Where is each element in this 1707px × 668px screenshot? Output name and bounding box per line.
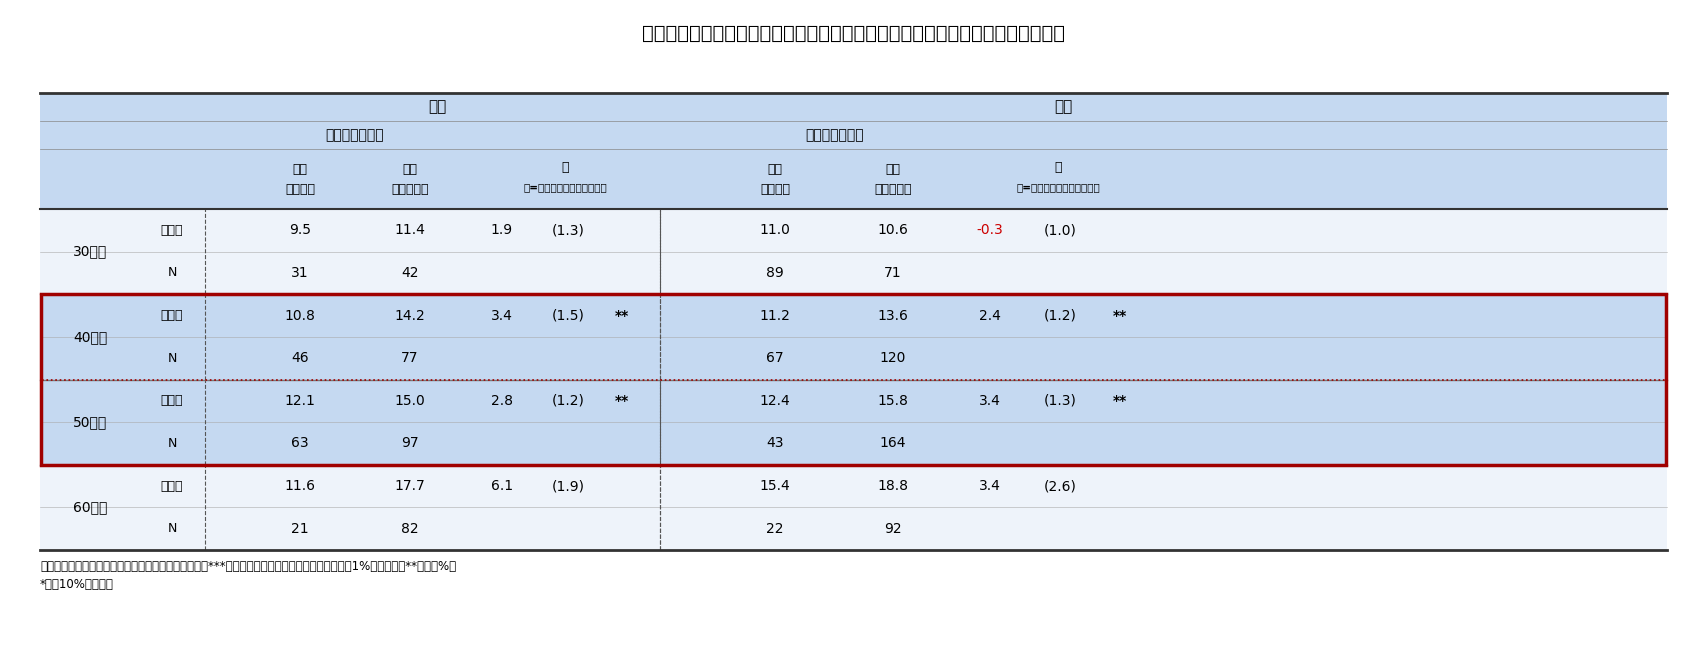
Text: 平均値: 平均値: [160, 224, 183, 237]
Bar: [41, 294, 1666, 465]
Text: (2.6): (2.6): [1043, 479, 1077, 493]
Text: 63: 63: [292, 436, 309, 450]
Text: 12.4: 12.4: [760, 394, 790, 407]
Text: 30歳代: 30歳代: [73, 244, 108, 259]
Text: 平均値: 平均値: [160, 394, 183, 407]
Text: 97: 97: [401, 436, 418, 450]
Text: 3.4: 3.4: [980, 394, 1000, 407]
Text: 差: 差: [1055, 160, 1062, 174]
Text: ねんきん定期便: ねんきん定期便: [326, 128, 384, 142]
Text: N: N: [167, 351, 178, 365]
Text: 注：公的年金の予想受給月額の単位は月当たり万円、***はウエルチ法による平均値の差の検定で1%有意水準、**は同５%、: 注：公的年金の予想受給月額の単位は月当たり万円、***はウエルチ法による平均値の…: [39, 560, 456, 573]
Text: 1.9: 1.9: [492, 223, 514, 237]
Text: 6.1: 6.1: [492, 479, 514, 493]
Text: 知っている: 知っている: [391, 182, 428, 196]
Text: 43: 43: [766, 436, 784, 450]
Text: 67: 67: [766, 351, 784, 365]
Bar: [39, 121, 1668, 149]
Text: **: **: [615, 309, 630, 323]
Bar: [39, 294, 1668, 379]
Text: (1.5): (1.5): [551, 309, 584, 323]
Text: 71: 71: [884, 266, 901, 280]
Text: 40歳代: 40歳代: [73, 330, 108, 344]
Text: 知っている: 知っている: [874, 182, 912, 196]
Text: 15.8: 15.8: [877, 394, 908, 407]
Text: 82: 82: [401, 522, 418, 536]
Bar: [39, 209, 1668, 294]
Text: 14.2: 14.2: [394, 309, 425, 323]
Text: 良く: 良く: [292, 162, 307, 176]
Text: 12.1: 12.1: [285, 394, 316, 407]
Text: 知らない: 知らない: [760, 182, 790, 196]
Text: 17.7: 17.7: [394, 479, 425, 493]
Text: 164: 164: [879, 436, 906, 450]
Text: 女性: 女性: [1053, 100, 1072, 114]
Text: 11.6: 11.6: [285, 479, 316, 493]
Text: -0.3: -0.3: [976, 223, 1004, 237]
Text: 良く: 良く: [768, 162, 782, 176]
Text: 120: 120: [879, 351, 906, 365]
Text: 92: 92: [884, 522, 901, 536]
Text: 10.6: 10.6: [877, 223, 908, 237]
Text: ねんきん定期便: ねんきん定期便: [806, 128, 864, 142]
Text: 15.4: 15.4: [760, 479, 790, 493]
Bar: [39, 465, 1668, 550]
Text: 10.8: 10.8: [285, 309, 316, 323]
Bar: [39, 93, 1668, 121]
Text: 平均値: 平均値: [160, 480, 183, 492]
Text: 3.4: 3.4: [492, 309, 512, 323]
Text: 13.6: 13.6: [877, 309, 908, 323]
Text: 9.5: 9.5: [288, 223, 311, 237]
Text: 男性: 男性: [428, 100, 446, 114]
Text: 42: 42: [401, 266, 418, 280]
Text: 図表２：ねんきん定期便に関する知識と予想年金受給額の違い（単位：月万円）: 図表２：ねんきん定期便に関する知識と予想年金受給額の違い（単位：月万円）: [642, 23, 1065, 43]
Text: (1.3): (1.3): [551, 223, 584, 237]
Text: (1.3): (1.3): [1043, 394, 1077, 407]
Text: **: **: [615, 394, 630, 407]
Text: 21: 21: [292, 522, 309, 536]
Text: （=知っている－知らない）: （=知っている－知らない）: [522, 182, 608, 192]
Text: 良く: 良く: [886, 162, 901, 176]
Text: 11.2: 11.2: [760, 309, 790, 323]
Text: 知らない: 知らない: [285, 182, 316, 196]
Text: 良く: 良く: [403, 162, 418, 176]
Bar: [39, 149, 1668, 209]
Text: N: N: [167, 267, 178, 279]
Text: 2.4: 2.4: [980, 309, 1000, 323]
Text: 22: 22: [766, 522, 784, 536]
Bar: [39, 379, 1668, 465]
Text: 差: 差: [562, 160, 568, 174]
Text: 46: 46: [292, 351, 309, 365]
Text: (1.2): (1.2): [551, 394, 584, 407]
Text: N: N: [167, 437, 178, 450]
Text: 31: 31: [292, 266, 309, 280]
Bar: [39, 93, 1668, 550]
Text: 77: 77: [401, 351, 418, 365]
Text: 3.4: 3.4: [980, 479, 1000, 493]
Text: 18.8: 18.8: [877, 479, 908, 493]
Text: **: **: [1113, 309, 1127, 323]
Text: （=知っている－知らない）: （=知っている－知らない）: [1016, 182, 1099, 192]
Text: 11.4: 11.4: [394, 223, 425, 237]
Text: 11.0: 11.0: [760, 223, 790, 237]
Text: N: N: [167, 522, 178, 535]
Text: *は同10%を表す。: *は同10%を表す。: [39, 578, 114, 591]
Text: 2.8: 2.8: [492, 394, 514, 407]
Text: 平均値: 平均値: [160, 309, 183, 322]
Text: 60歳代: 60歳代: [73, 500, 108, 514]
Text: 50歳代: 50歳代: [73, 415, 108, 429]
Text: 89: 89: [766, 266, 784, 280]
Text: (1.9): (1.9): [551, 479, 584, 493]
Text: (1.2): (1.2): [1043, 309, 1077, 323]
Text: **: **: [1113, 394, 1127, 407]
Text: 15.0: 15.0: [394, 394, 425, 407]
Text: (1.0): (1.0): [1043, 223, 1077, 237]
